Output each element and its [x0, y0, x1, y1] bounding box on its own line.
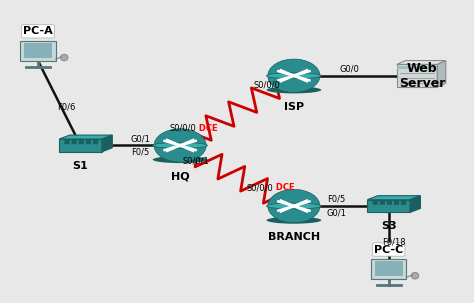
FancyBboxPatch shape [394, 201, 399, 205]
FancyBboxPatch shape [86, 140, 91, 144]
Text: S3: S3 [381, 221, 396, 231]
Ellipse shape [411, 272, 419, 279]
Text: F0/6: F0/6 [57, 103, 76, 112]
Text: DCE: DCE [196, 124, 218, 133]
Text: S0/0/0: S0/0/0 [246, 183, 273, 192]
Text: ISP: ISP [284, 102, 304, 112]
Ellipse shape [153, 142, 208, 148]
Polygon shape [410, 196, 420, 212]
FancyBboxPatch shape [64, 140, 70, 144]
Ellipse shape [266, 217, 321, 224]
Text: HQ: HQ [171, 171, 190, 181]
Ellipse shape [266, 73, 321, 79]
Ellipse shape [266, 86, 321, 93]
Circle shape [268, 59, 320, 92]
Text: PC-A: PC-A [23, 26, 53, 36]
Polygon shape [367, 196, 420, 200]
Text: G0/0: G0/0 [339, 65, 359, 74]
FancyBboxPatch shape [93, 140, 98, 144]
Polygon shape [59, 135, 112, 139]
Text: G0/1: G0/1 [130, 134, 150, 143]
Text: PC-C: PC-C [374, 245, 403, 255]
Text: Web
Server: Web Server [399, 62, 445, 90]
Polygon shape [437, 61, 446, 87]
FancyBboxPatch shape [79, 140, 84, 144]
Polygon shape [59, 139, 102, 152]
Text: G0/1: G0/1 [327, 208, 346, 217]
Circle shape [154, 129, 206, 162]
Text: S0/0/0: S0/0/0 [169, 124, 196, 133]
Ellipse shape [153, 156, 208, 163]
Polygon shape [367, 200, 410, 212]
Text: BRANCH: BRANCH [268, 232, 320, 242]
Text: F0/18: F0/18 [382, 238, 406, 247]
FancyBboxPatch shape [401, 201, 406, 205]
Polygon shape [397, 66, 437, 69]
Text: DCE: DCE [273, 183, 295, 192]
Text: S1: S1 [73, 161, 89, 171]
FancyBboxPatch shape [72, 140, 77, 144]
FancyBboxPatch shape [387, 201, 392, 205]
Polygon shape [20, 41, 56, 61]
Text: F0/5: F0/5 [328, 195, 346, 204]
Polygon shape [24, 43, 52, 58]
Ellipse shape [60, 54, 68, 61]
Ellipse shape [266, 203, 321, 209]
Circle shape [268, 189, 320, 223]
Polygon shape [397, 65, 437, 87]
Text: S0/0/1: S0/0/1 [183, 157, 210, 166]
Polygon shape [102, 135, 112, 152]
Text: F0/5: F0/5 [131, 148, 149, 157]
Polygon shape [397, 61, 446, 65]
FancyBboxPatch shape [373, 201, 378, 205]
Polygon shape [371, 259, 406, 279]
FancyBboxPatch shape [380, 201, 385, 205]
Text: S0/0/0: S0/0/0 [253, 80, 280, 89]
Polygon shape [374, 261, 402, 276]
